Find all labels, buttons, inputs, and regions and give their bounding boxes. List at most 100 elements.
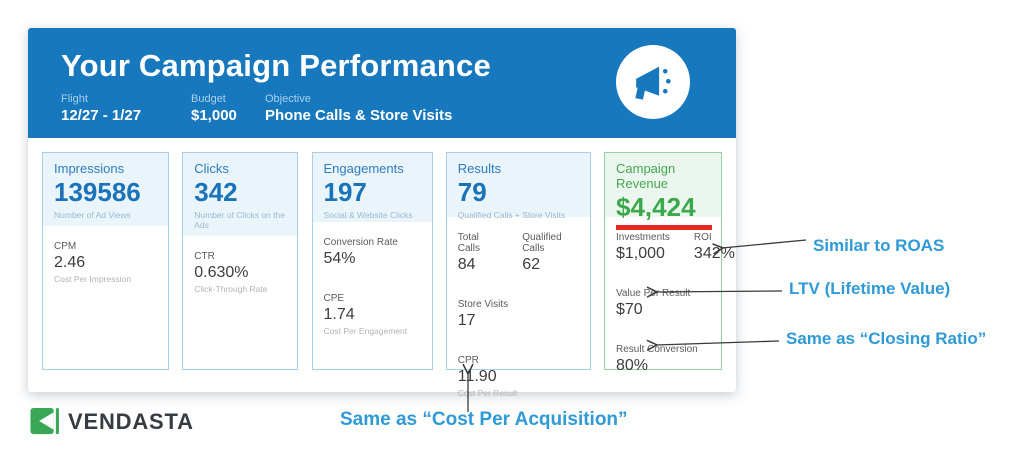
card-value: 139586 — [54, 177, 141, 207]
stat-cpr: CPR 11.90 Cost Per Result — [458, 355, 518, 398]
stat-label: CPM — [54, 241, 77, 253]
stat-sublabel: Cost Per Impression — [54, 274, 131, 285]
card-campaign-revenue: Campaign Revenue $4,424 Investments $1,00… — [604, 152, 735, 374]
card-value: 342 — [194, 177, 238, 207]
stat-value: 80% — [616, 357, 649, 374]
stat-value: $1,000 — [616, 245, 665, 262]
flight-label: Flight — [61, 93, 88, 105]
card-title: Results — [457, 161, 502, 176]
card-subtitle: Number of Clicks on the Ads — [194, 210, 285, 231]
stat-investments: Investments $1,000 — [616, 232, 670, 263]
card-subtitle: Number of Ad Views — [54, 210, 131, 221]
page-title: Your Campaign Performance — [61, 48, 491, 83]
stat-conversion-rate: Conversion Rate 54% — [324, 237, 398, 268]
stat-ctr: CTR 0.630% Click-Through Rate — [194, 251, 267, 294]
stat-value: 342% — [693, 245, 735, 262]
stat-value: 62 — [522, 256, 540, 273]
stat-store-visits: Store Visits 17 — [458, 299, 508, 330]
card-header: Results 79 Qualified Calls + Store Visit… — [446, 153, 590, 221]
stat-row: Value Per Result $70 — [616, 288, 710, 319]
stat-value: 17 — [457, 312, 476, 329]
megaphone-badge — [616, 45, 690, 119]
flight-value: 12/27 - 1/27 — [61, 107, 142, 124]
stat-value: 54% — [323, 250, 356, 267]
card-title: Campaign Revenue — [616, 161, 676, 191]
card-body: Investments $1,000 ROI 342% Value Per Result… — [605, 217, 735, 408]
annotation-cpa: Same as “Cost Per Acquisition” — [340, 409, 628, 430]
metric-cards-row: Impressions 139586 Number of Ad Views CP… — [42, 152, 735, 398]
vendasta-wordmark: VENDASTA — [68, 408, 194, 434]
vendasta-icon — [30, 407, 59, 435]
objective-label: Objective — [265, 93, 311, 105]
stat-qualified-calls: Qualified Calls 62 — [522, 232, 579, 274]
card-engagements: Engagements 197 Social & Website Clicks … — [311, 152, 433, 370]
stat-row: Conversion Rate 54% — [324, 237, 421, 268]
meta-budget: Budget $1,000 — [191, 93, 241, 124]
card-header: Campaign Revenue $4,424 — [605, 153, 721, 231]
stat-row: CPE 1.74 Cost Per Engagement — [324, 293, 421, 336]
stat-roi: ROI 342% — [694, 232, 735, 263]
stat-label: Conversion Rate — [323, 237, 398, 248]
stat-label: CPE — [323, 293, 345, 304]
stat-row: Result Conversion 80% — [616, 344, 710, 375]
card-title: Impressions — [54, 161, 125, 176]
stat-row: CTR 0.630% Click-Through Rate — [194, 251, 286, 294]
stat-sublabel: Click-Through Rate — [194, 284, 268, 295]
stat-row: Investments $1,000 ROI 342% — [616, 232, 735, 263]
stat-value: 1.74 — [323, 306, 355, 323]
stat-row: CPR 11.90 Cost Per Result — [458, 355, 579, 398]
stat-value: 0.630% — [194, 264, 249, 282]
stat-label: Result Conversion — [616, 344, 698, 355]
stat-total-calls: Total Calls 84 — [458, 232, 498, 274]
meta-objective: Objective Phone Calls & Store Visits — [265, 93, 452, 124]
card-body: CTR 0.630% Click-Through Rate — [183, 236, 297, 327]
campaign-meta: Flight 12/27 - 1/27 Budget $1,000 Object… — [61, 93, 736, 124]
card-header: Impressions 139586 Number of Ad Views — [43, 153, 168, 227]
dashboard-panel: Your Campaign Performance Flight 12/27 -… — [28, 28, 736, 398]
meta-flight: Flight 12/27 - 1/27 — [61, 93, 167, 124]
card-header: Clicks 342 Number of Clicks on the Ads — [183, 153, 298, 237]
card-body: Conversion Rate 54% CPE 1.74 Cost Per Engage… — [313, 222, 432, 369]
objective-value: Phone Calls & Store Visits — [265, 107, 453, 124]
stat-value: 84 — [457, 256, 476, 273]
card-subtitle: Qualified Calls + Store Visits — [457, 210, 566, 221]
report-header: Your Campaign Performance Flight 12/27 -… — [28, 28, 736, 138]
stat-row: Total Calls 84 Qualified Calls 62 — [458, 232, 579, 274]
stat-label: Qualified Calls — [522, 232, 562, 254]
card-header: Engagements 197 Social & Website Clicks — [312, 153, 432, 222]
stat-label: ROI — [693, 232, 712, 243]
stat-cpe: CPE 1.74 Cost Per Engagement — [324, 293, 408, 336]
card-value: $4,424 — [616, 192, 696, 222]
stat-cpm: CPM 2.46 Cost Per Impression — [54, 241, 131, 284]
stat-result-conversion: Result Conversion 80% — [616, 344, 698, 375]
stat-label: CTR — [194, 251, 215, 263]
stat-value-per-result: Value Per Result $70 — [616, 288, 690, 319]
card-title: Clicks — [194, 161, 229, 176]
card-title: Engagements — [323, 161, 404, 176]
stat-label: Investments — [616, 232, 670, 243]
annotation-closing-ratio: Same as “Closing Ratio” — [786, 329, 987, 348]
card-clicks: Clicks 342 Number of Clicks on the Ads C… — [182, 152, 299, 370]
stat-row: Store Visits 17 — [458, 299, 579, 330]
annotation-ltv: LTV (Lifetime Value) — [789, 279, 951, 298]
stat-label: Total Calls — [457, 232, 480, 254]
card-impressions: Impressions 139586 Number of Ad Views CP… — [42, 152, 169, 370]
megaphone-icon — [635, 66, 671, 100]
stat-sublabel: Cost Per Engagement — [323, 326, 408, 336]
stat-row: CPM 2.46 Cost Per Impression — [54, 241, 157, 284]
stat-label: CPR — [457, 355, 479, 366]
stat-value: 11.90 — [457, 368, 497, 385]
stat-value: 2.46 — [54, 254, 86, 272]
budget-value: $1,000 — [191, 107, 237, 124]
card-value: 197 — [323, 177, 367, 207]
card-body: CPM 2.46 Cost Per Impression — [43, 226, 168, 317]
card-body: Total Calls 84 Qualified Calls 62 Store Visi… — [447, 217, 590, 431]
stat-label: Value Per Result — [616, 288, 691, 299]
stat-label: Store Visits — [457, 299, 509, 310]
stat-value: $70 — [616, 301, 643, 318]
vendasta-logo: VENDASTA — [30, 406, 194, 437]
annotation-roas: Similar to ROAS — [813, 236, 945, 255]
budget-label: Budget — [191, 93, 226, 105]
stat-sublabel: Cost Per Result — [457, 388, 518, 398]
revenue-underline — [616, 225, 712, 231]
